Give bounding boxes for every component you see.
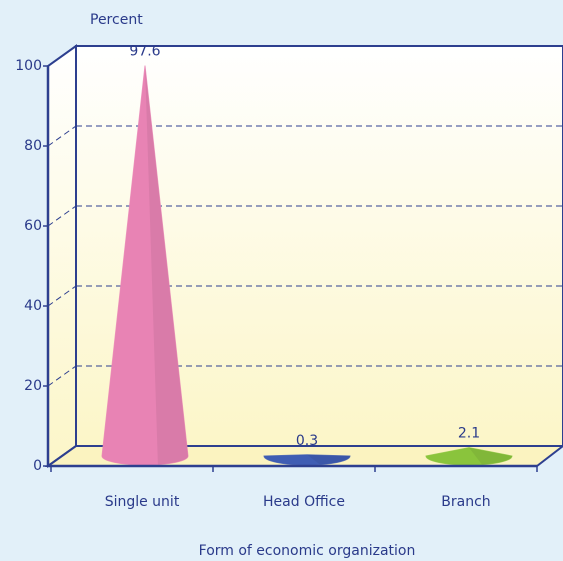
y-tick-label: 100 bbox=[15, 58, 42, 74]
x-tick-label: Single unit bbox=[105, 494, 180, 510]
value-label: 2.1 bbox=[458, 426, 480, 442]
grid-line-side bbox=[47, 125, 77, 147]
cone-shade bbox=[145, 65, 188, 465]
grid-line-side bbox=[47, 285, 77, 307]
y-tick-label: 80 bbox=[24, 138, 42, 154]
grid-line-side bbox=[47, 365, 77, 387]
cone-shade bbox=[469, 447, 512, 465]
value-label: 0.3 bbox=[296, 433, 318, 449]
side-wall bbox=[47, 44, 77, 468]
y-tick-label: 40 bbox=[24, 298, 42, 314]
value-label: 97.6 bbox=[129, 44, 160, 60]
x-tick-label: Head Office bbox=[263, 494, 345, 510]
grid bbox=[47, 125, 563, 387]
cone-shade bbox=[307, 454, 350, 465]
y-tick-label: 0 bbox=[33, 458, 42, 474]
y-tick-label: 20 bbox=[24, 378, 42, 394]
marks bbox=[101, 65, 513, 466]
x-tick-label: Branch bbox=[441, 494, 490, 510]
x-axis-title: Form of economic organization bbox=[199, 543, 416, 559]
y-tick-label: 60 bbox=[24, 218, 42, 234]
y-axis-title: Percent bbox=[90, 12, 143, 28]
grid-line-side bbox=[47, 205, 77, 227]
